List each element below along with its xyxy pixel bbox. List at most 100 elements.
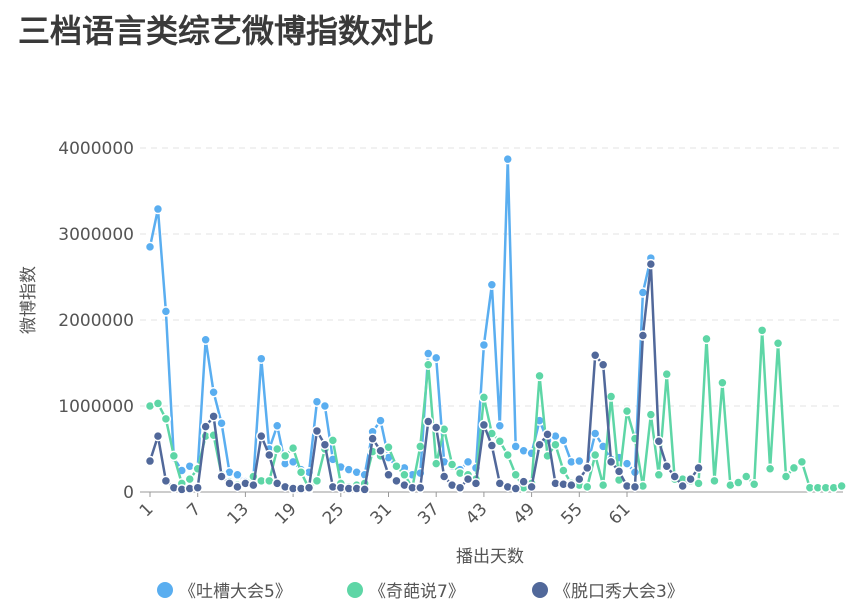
point	[311, 475, 323, 487]
point	[423, 359, 434, 370]
point	[780, 471, 792, 482]
point	[677, 480, 688, 492]
point	[582, 481, 593, 493]
point	[184, 473, 195, 485]
y-tick-label: 3000000	[58, 225, 134, 245]
point	[653, 436, 665, 447]
point	[319, 400, 331, 412]
legend-label: 《脱口秀大会3》	[554, 582, 684, 602]
point	[558, 435, 569, 446]
point	[160, 306, 172, 317]
x-tick-label: 19	[271, 499, 300, 528]
y-tick-label: 1000000	[58, 397, 134, 417]
point	[582, 462, 593, 474]
point	[693, 478, 704, 489]
point	[486, 279, 498, 290]
point	[669, 471, 680, 482]
point	[311, 396, 323, 407]
point	[160, 475, 172, 487]
point	[510, 441, 521, 452]
legend-marker	[157, 582, 173, 598]
point	[566, 479, 577, 491]
point	[589, 449, 601, 461]
point	[558, 465, 569, 476]
y-axis-label: 微博指数	[19, 266, 39, 334]
point	[367, 433, 378, 444]
point	[287, 442, 299, 454]
legend-item[interactable]: 《脱口秀大会3》	[532, 582, 684, 602]
point	[271, 443, 283, 455]
point	[717, 377, 728, 389]
point	[399, 469, 410, 481]
point	[486, 440, 498, 451]
point	[518, 476, 529, 487]
point	[494, 420, 506, 432]
point	[748, 479, 760, 490]
point	[248, 479, 259, 491]
point	[589, 350, 601, 361]
point	[430, 422, 442, 433]
y-tick-label: 0	[123, 483, 134, 503]
point	[788, 462, 800, 474]
point	[438, 471, 450, 482]
point	[836, 480, 847, 492]
point	[478, 419, 490, 431]
x-tick-label: 43	[462, 499, 491, 528]
x-tick-label: 25	[319, 499, 348, 528]
x-tick-label: 13	[223, 499, 252, 528]
x-tick-label: 49	[510, 499, 539, 528]
point	[454, 482, 466, 493]
point	[168, 450, 180, 462]
point	[415, 482, 426, 493]
point	[391, 475, 402, 487]
legend-label: 《吐槽大会5》	[179, 582, 292, 602]
point	[375, 445, 386, 456]
point	[303, 482, 315, 493]
point	[319, 439, 331, 450]
legend-item[interactable]: 《吐槽大会5》	[157, 582, 292, 602]
point	[621, 458, 633, 469]
point	[796, 456, 808, 468]
legend-marker	[532, 582, 548, 598]
point	[216, 471, 227, 482]
x-tick-label: 31	[367, 499, 396, 528]
legend-item[interactable]: 《奇葩说7》	[347, 582, 465, 602]
point	[597, 479, 609, 491]
point	[383, 469, 394, 481]
point	[502, 449, 513, 461]
point	[733, 477, 744, 488]
point	[423, 416, 434, 427]
legend-label: 《奇葩说7》	[369, 582, 465, 602]
point	[621, 405, 633, 417]
point	[152, 203, 164, 215]
point	[637, 287, 649, 298]
point	[200, 421, 211, 432]
point	[327, 435, 339, 446]
y-tick-label: 2000000	[58, 311, 134, 331]
point	[375, 415, 386, 426]
point	[701, 333, 712, 345]
x-tick-label: 55	[557, 499, 586, 528]
point	[152, 398, 164, 409]
point	[661, 368, 672, 380]
point	[772, 337, 784, 349]
point	[574, 473, 585, 485]
point	[160, 413, 172, 425]
x-tick-label: 1	[136, 499, 158, 521]
point	[152, 430, 164, 442]
point	[661, 460, 672, 472]
point	[645, 258, 657, 270]
point	[502, 153, 513, 165]
point	[534, 370, 545, 382]
legend-marker	[347, 582, 363, 598]
point	[534, 439, 545, 450]
x-tick-label: 7	[183, 499, 205, 521]
point	[589, 428, 601, 439]
point	[709, 475, 720, 487]
point	[391, 460, 402, 472]
point	[311, 425, 323, 437]
point	[637, 330, 649, 341]
point	[685, 473, 696, 485]
point	[597, 359, 609, 370]
